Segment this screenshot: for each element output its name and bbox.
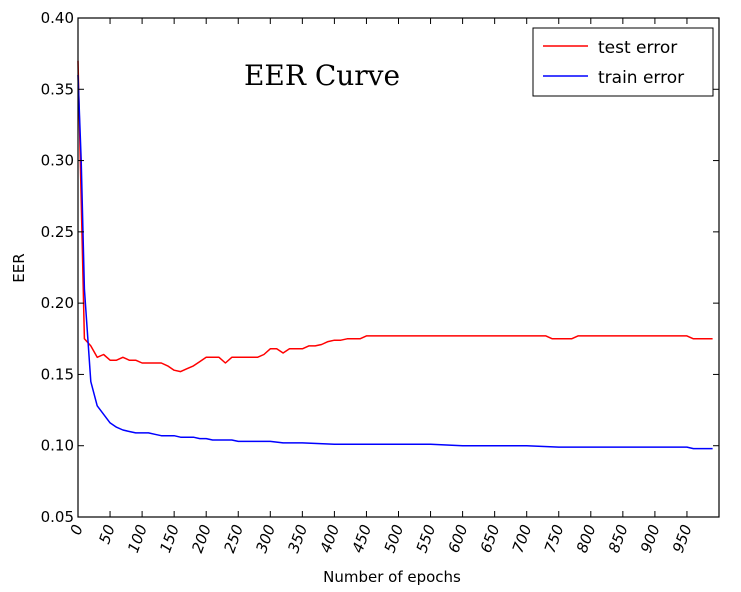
x-tick-label-6: 300 (252, 522, 279, 555)
x-tick-label-11: 550 (413, 522, 440, 555)
y-tick-label-6: 0.35 (41, 80, 74, 98)
y-tick-label-1: 0.10 (41, 437, 74, 455)
x-tick-label-3: 150 (156, 522, 183, 555)
x-tick-label-10: 500 (381, 522, 408, 555)
x-tick-label-17: 850 (605, 522, 632, 555)
x-tick-label-13: 650 (477, 522, 504, 555)
y-tick-label-5: 0.30 (41, 152, 74, 170)
chart-title: EER Curve (244, 59, 400, 92)
y-tick-label-2: 0.15 (41, 365, 74, 383)
x-tick-label-8: 400 (316, 522, 343, 555)
x-tick-label-9: 450 (348, 522, 375, 555)
y-tick-label-7: 0.40 (41, 9, 74, 27)
x-tick-label-1: 50 (95, 522, 118, 546)
y-tick-label-4: 0.25 (41, 223, 74, 241)
legend-label-train-error: train error (598, 68, 684, 88)
x-tick-label-12: 600 (445, 522, 472, 555)
y-tick-label-0: 0.05 (41, 508, 74, 526)
x-tick-label-5: 250 (220, 522, 247, 555)
y-axis-label: EER (10, 253, 28, 282)
x-tick-label-7: 350 (284, 522, 311, 555)
x-axis-label: Number of epochs (323, 568, 461, 586)
x-tick-label-19: 950 (669, 522, 696, 555)
x-tick-label-14: 700 (509, 522, 536, 555)
legend: test error train error (533, 28, 713, 96)
x-tick-label-18: 900 (637, 522, 664, 555)
x-tick-label-4: 200 (188, 522, 215, 555)
x-tick-label-2: 100 (124, 522, 151, 555)
x-tick-label-15: 750 (541, 522, 568, 555)
y-tick-label-3: 0.20 (41, 294, 74, 312)
x-tick-label-16: 800 (573, 522, 600, 555)
legend-label-test-error: test error (598, 38, 677, 58)
